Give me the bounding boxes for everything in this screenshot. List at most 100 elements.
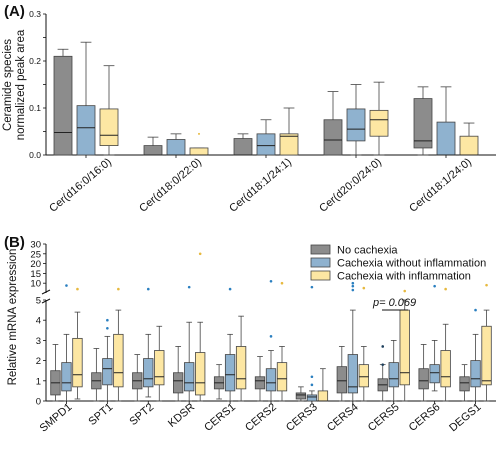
panel-b-outlier <box>474 308 477 312</box>
panel-b-outlier <box>444 287 447 291</box>
panel-a-box-4-0-box <box>413 98 433 149</box>
p-value-text: p= 0.069 <box>372 297 416 309</box>
panel-b-box-3-2-box <box>195 352 206 396</box>
panel-b-box-3-0-box <box>173 372 184 394</box>
panel-b-ytick-label: 4 <box>36 316 41 327</box>
panel-b-box-10-0-box <box>459 376 470 392</box>
panel-b-outlier <box>117 287 120 291</box>
panel-b-box-7-0-box <box>336 366 347 394</box>
panel-a-box-4-2-box <box>459 135 479 156</box>
panel-b-xtick-label: SMPD1 <box>38 401 75 435</box>
panel-a-box-0-2-box <box>99 108 119 147</box>
legend-label: No cachexia <box>337 245 398 257</box>
panel-a-box-1-1-box <box>166 139 186 156</box>
panel-a-ylabel-line2: normalized peak area <box>15 29 27 140</box>
panel-b-box-10-2-box <box>481 325 492 386</box>
panel-b-ytick-label: 10 <box>30 279 41 290</box>
panel-b-outlier <box>106 326 109 330</box>
panel-b-xtick-label: CERS1 <box>202 401 238 434</box>
panel-b-xtick-label: CERS6 <box>407 401 443 434</box>
panel-b-axis-break-mark <box>41 289 51 295</box>
panel-b-xtick-label: CERS5 <box>366 401 402 434</box>
panel-b-ytick-label: 1 <box>36 376 41 387</box>
panel-b-outlier <box>65 284 68 287</box>
panel-b-box-0-2-box <box>72 337 83 388</box>
panel-b-outlier <box>381 363 385 366</box>
panel-b-box-8-1-box <box>388 362 399 388</box>
panel-b-box-9-2-box <box>440 350 451 388</box>
panel-b-ytick-label: 5 <box>36 296 41 307</box>
panel-b-ytick-label: 2 <box>36 356 41 367</box>
panel-b-box-6-1-box <box>306 394 318 402</box>
panel-b-ytick-label: 30 <box>30 240 41 251</box>
panel-b-box-2-2-box <box>154 350 165 386</box>
panel-b-outlier <box>76 287 79 291</box>
panel-b-box-4-1-box <box>224 354 236 392</box>
panel-b-box-6-2-box <box>317 390 329 402</box>
panel-a-letter: (A) <box>4 3 25 20</box>
panel-b-outlier <box>351 281 355 285</box>
panel-a-ylabel-line1: Ceramide species <box>2 39 14 131</box>
panel-b-box-9-0-box <box>418 368 429 390</box>
panel-b-outlier <box>351 288 355 292</box>
panel-a-xtick-label: Cer(d16:0/16:0) <box>47 156 114 215</box>
panel-a-box-2-2-box <box>279 133 299 156</box>
panel-b-outlier <box>310 375 314 379</box>
panel-b-outlier <box>228 287 232 291</box>
panel-b-outlier <box>269 335 273 338</box>
panel-b-outlier <box>310 285 314 289</box>
panel-b-outlier <box>198 252 202 256</box>
panel-b-letter: (B) <box>4 234 25 251</box>
panel-b-xtick-label: SPT1 <box>87 401 116 428</box>
panel-a-box-3-1-box <box>346 108 366 142</box>
panel-b-outlier <box>146 287 150 291</box>
panel-b-outlier <box>403 289 407 293</box>
panel-b-box-1-2-box <box>113 333 124 388</box>
panel-a-xtick-label: Cer(d20:0/24:0) <box>317 156 384 215</box>
panel-b-outlier <box>351 284 355 288</box>
panel-a-ytick-label: 0.3 <box>29 9 41 19</box>
panel-b-ytick-label: 3 <box>36 336 41 347</box>
panel-b-outlier <box>381 345 385 348</box>
panel-b-ytick-label: 0 <box>36 397 41 408</box>
panel-a-box-3-2-box <box>369 109 389 137</box>
panel-a-box-2-1-box <box>256 133 276 156</box>
panel-a-xtick-label: Cer(d18:1/24:0) <box>407 156 474 215</box>
panel-a-plot: 0.0 0.1 0.2 0.3 Cer(d16:0/16:0) Cer(d18:0/22:… <box>29 9 496 215</box>
panel-b-xtick-label: SPT2 <box>127 401 156 428</box>
panel-a-ytick-label: 0.1 <box>29 103 41 113</box>
panel-b-ytick-label: 15 <box>30 269 41 280</box>
panel-b-outlier <box>106 318 109 322</box>
legend-label: Cachexia with inflammation <box>337 271 471 283</box>
panel-b-ylabel: Relative mRNA expression <box>7 249 19 386</box>
panel-b-outlier <box>433 284 436 288</box>
panel-b-outlier <box>280 281 284 285</box>
legend-swatch <box>310 270 331 281</box>
panel-a-box-1-2-box <box>189 147 209 156</box>
panel-a-box-0-0-box <box>53 55 73 156</box>
panel-b-box-8-2-box <box>399 309 410 386</box>
panel-b-outlier <box>485 283 488 287</box>
panel-b-box-3-1-box <box>184 362 195 392</box>
panel-a-box-4-1-box <box>436 121 456 156</box>
panel-a-box-2-0-box <box>233 138 253 156</box>
panel-b-xtick-label: CERS4 <box>325 401 361 434</box>
panel-b-box-9-1-box <box>429 364 440 384</box>
panel-a-ytick-label: 0.2 <box>29 56 41 66</box>
legend-swatch <box>310 244 331 255</box>
panel-a-outlier <box>198 132 200 135</box>
panel-b-box-1-1-box <box>102 358 113 386</box>
panel-b-box-5-1-box <box>265 368 277 392</box>
panel-b-box-6-0-box <box>295 392 307 400</box>
panel-b-box-0-1-box <box>61 362 72 392</box>
panel-b-outlier <box>269 279 273 283</box>
panel-b-xtick-label: CERS2 <box>243 401 279 434</box>
legend-label: Cachexia without inflammation <box>337 258 486 270</box>
p-value-annotation: p= 0.069 <box>372 297 416 311</box>
legend-swatch <box>310 257 331 268</box>
panel-b-box-4-2-box <box>235 346 247 390</box>
panel-a-xtick-label: Cer(d18:1/24:1) <box>227 156 294 215</box>
panel-b-xtick-label: CERS3 <box>284 401 320 434</box>
